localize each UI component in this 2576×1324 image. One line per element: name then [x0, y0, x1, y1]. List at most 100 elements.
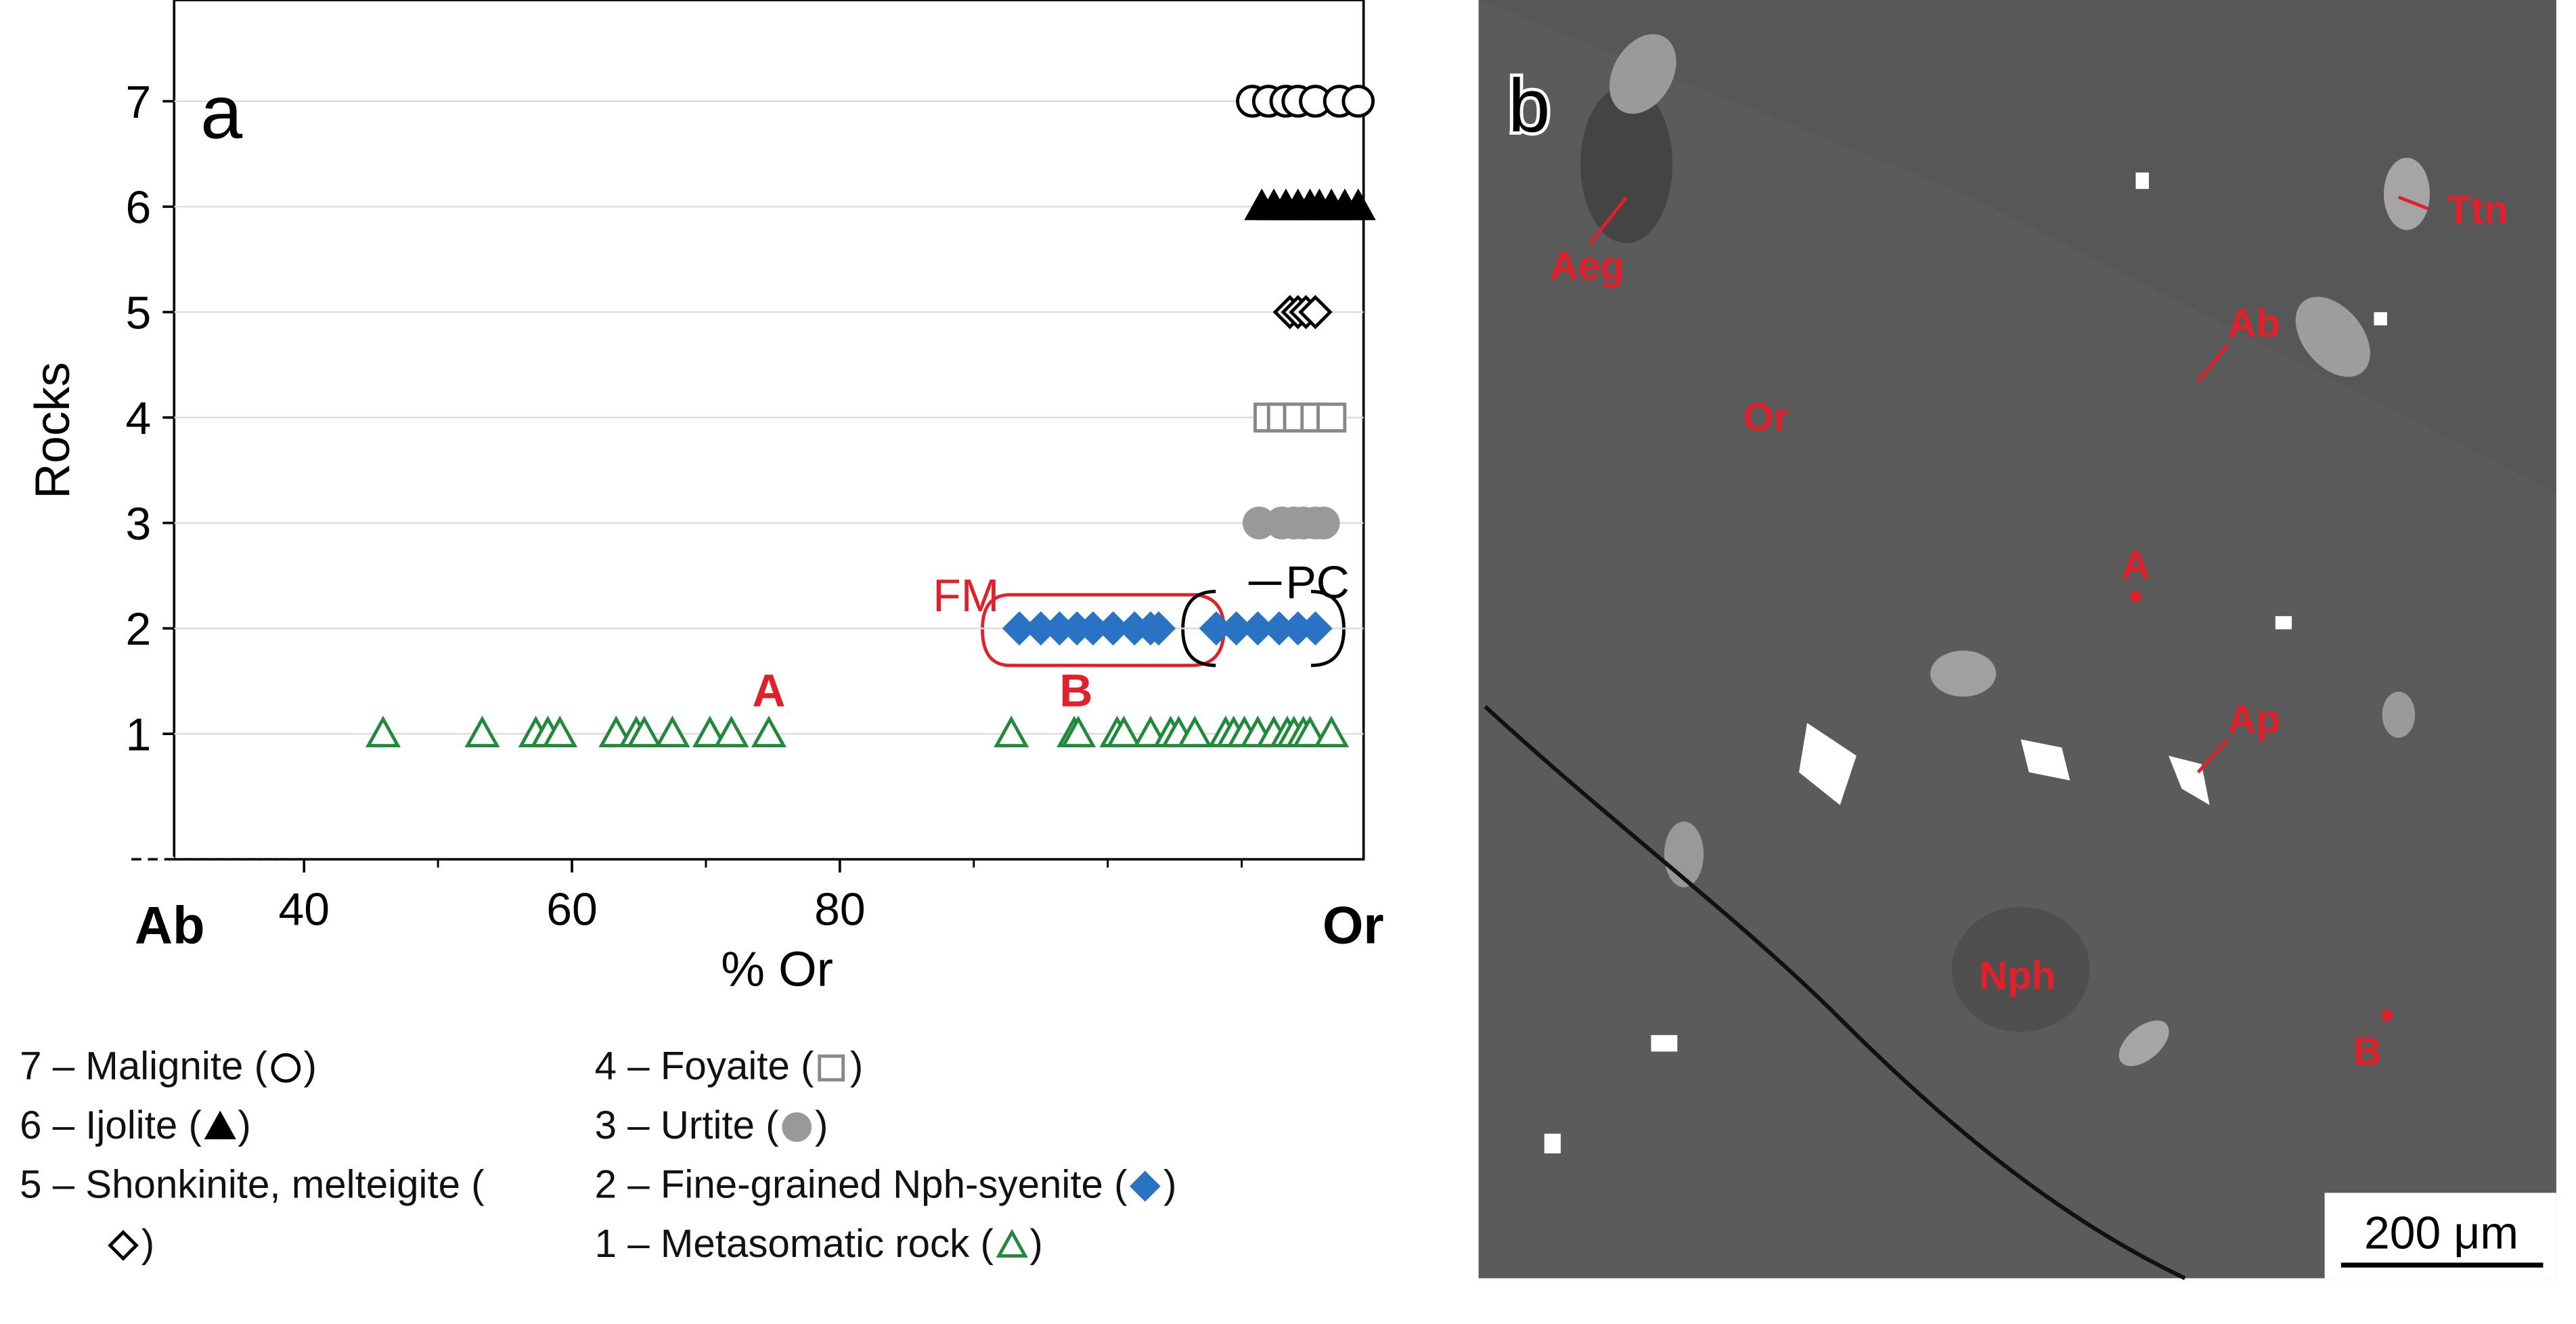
- legend-bracket: (: [765, 1104, 779, 1149]
- legend-bracket: (: [188, 1104, 202, 1149]
- image-label: Aeg: [1550, 244, 1624, 288]
- y-tick-label: 3: [126, 498, 152, 550]
- legend-label: 2 – Fine-grained Nph-syenite: [594, 1163, 1103, 1208]
- y-tick-label: 2: [126, 604, 152, 655]
- point: [1177, 715, 1213, 748]
- x-right-label: Or: [1323, 896, 1384, 954]
- annotation: FM: [933, 570, 999, 621]
- legend-bracket: (: [980, 1222, 994, 1267]
- legend-marker: [270, 1053, 301, 1083]
- legend-symbol: [782, 1112, 812, 1142]
- legend-item: 2 – Fine-grained Nph-syenite (): [595, 1157, 1383, 1216]
- annotation: PC: [1285, 557, 1349, 609]
- legend-bracket: ): [238, 1104, 251, 1149]
- legend-item: 3 – Urtite (): [595, 1097, 1383, 1156]
- annotation: B: [1059, 665, 1092, 717]
- point: [713, 715, 749, 748]
- x-left-label: Ab: [135, 896, 205, 954]
- annotation: A: [752, 665, 785, 717]
- legend-bracket: (: [471, 1163, 485, 1208]
- legend-item: 7 – Malignite (): [20, 1038, 512, 1097]
- point: [1316, 402, 1347, 433]
- legend-item: 1 – Metasomatic rock (): [595, 1216, 1383, 1275]
- panel-label: a: [200, 70, 243, 154]
- legend-label: 1 – Metasomatic rock: [594, 1222, 970, 1267]
- series: [1243, 506, 1340, 539]
- point: [692, 715, 728, 748]
- y-tick-label: 4: [126, 393, 152, 444]
- point: [1298, 294, 1333, 330]
- point: [1141, 611, 1176, 646]
- legend-label: 4 – Foyaite: [594, 1044, 790, 1090]
- image-label: Ap: [2227, 698, 2280, 742]
- legend-item: 6 – Ijolite (): [20, 1097, 512, 1156]
- legend-label: 5 – Shonkinite, melteigite: [20, 1163, 461, 1208]
- y-tick-label: 5: [126, 287, 152, 338]
- legend-marker: [996, 1229, 1028, 1258]
- point: [1340, 188, 1376, 221]
- series: [365, 715, 1350, 748]
- point: [1106, 715, 1142, 748]
- legend-bracket: ): [815, 1104, 828, 1149]
- brackets: [981, 581, 1346, 667]
- y-tick-label: 7: [126, 76, 152, 128]
- series: [1272, 294, 1333, 330]
- legend-bracket: ): [1029, 1222, 1043, 1267]
- plot-frame: [131, 0, 1365, 862]
- point: [1292, 715, 1328, 748]
- legend-bracket: ): [303, 1044, 317, 1090]
- point: [1298, 611, 1333, 646]
- x-tick-label: 80: [814, 884, 866, 935]
- legend-bracket: (: [254, 1044, 268, 1090]
- legend-symbol: [818, 1054, 846, 1082]
- legend-marker: [782, 1112, 812, 1142]
- x-tick-label: 60: [546, 884, 598, 935]
- y-axis-label: Rocks: [25, 362, 80, 499]
- x-tick-label: 40: [278, 884, 330, 935]
- point: [542, 715, 578, 748]
- series: [1253, 402, 1347, 433]
- legend-symbol: [996, 1229, 1028, 1258]
- sem-image: [1478, 0, 2556, 1281]
- point: [654, 715, 690, 748]
- point: [464, 715, 500, 748]
- y-tick-label: 1: [126, 709, 152, 760]
- legend-item: 4 – Foyaite (): [595, 1038, 1383, 1097]
- point: [1307, 506, 1340, 539]
- point: [751, 715, 786, 748]
- x-axis-label: % Or: [721, 942, 833, 996]
- legend-label: 3 – Urtite: [594, 1104, 755, 1149]
- point: [1314, 715, 1350, 748]
- legend-symbol: [204, 1110, 236, 1140]
- point: [626, 715, 662, 748]
- panel-label: b: [1508, 63, 1550, 148]
- legend-label: 7 – Malignite: [20, 1044, 244, 1090]
- legend-symbol: [270, 1053, 301, 1083]
- series: [1236, 85, 1375, 118]
- image-label: B: [2353, 1030, 2382, 1074]
- legend-marker: [204, 1110, 236, 1140]
- y-tick-label: 6: [126, 182, 152, 234]
- legend-item: 5 – Shonkinite, melteigite (): [20, 1157, 512, 1275]
- point: [1341, 85, 1375, 118]
- legend-bracket: ): [849, 1044, 864, 1090]
- legend-bracket: (: [801, 1044, 814, 1090]
- scale-bar-label: 200 μm: [2364, 1208, 2518, 1259]
- series: [1244, 188, 1376, 221]
- point: [994, 715, 1029, 748]
- legend-marker: [108, 1230, 139, 1261]
- legend-column: 7 – Malignite () 6 – Ijolite () 5 – Shonki…: [20, 1038, 512, 1275]
- image-label: Nph: [1979, 954, 2056, 998]
- point: [365, 715, 401, 748]
- legend-symbol: [108, 1230, 139, 1261]
- legend-bracket: (: [1114, 1163, 1128, 1208]
- legend-bracket: ): [141, 1222, 155, 1267]
- point: [1061, 715, 1096, 748]
- series: [1002, 611, 1333, 646]
- image-label: Ab: [2227, 302, 2280, 346]
- image-label: Ttn: [2447, 188, 2508, 232]
- image-label: Or: [1743, 395, 1789, 439]
- legend-marker: [1130, 1170, 1161, 1202]
